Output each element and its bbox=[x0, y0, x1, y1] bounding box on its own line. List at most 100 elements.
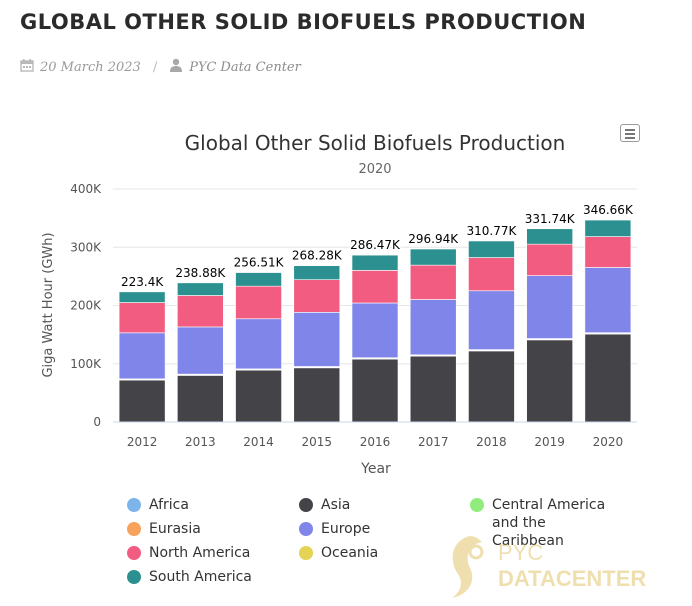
bar-segment-north-america[interactable] bbox=[409, 264, 457, 300]
y-axis-ticks: 0 100K 200K 300K 400K bbox=[70, 182, 102, 429]
x-tick-label: 2019 bbox=[534, 435, 565, 449]
total-label: 223.4K bbox=[121, 275, 164, 289]
chart-title: Global Other Solid Biofuels Production bbox=[185, 131, 566, 155]
bar-segment-north-america[interactable] bbox=[177, 295, 224, 328]
legend-item-europe[interactable]: Europe bbox=[299, 520, 370, 538]
x-tick-label: 2018 bbox=[476, 435, 507, 449]
bar-segment-asia[interactable] bbox=[118, 379, 166, 423]
logo-text-pyc: PYC bbox=[498, 540, 543, 565]
legend-item-south-america[interactable]: South America bbox=[127, 568, 252, 586]
post-date: 20 March 2023 bbox=[40, 59, 141, 75]
legend-label: Oceania bbox=[321, 545, 379, 561]
legend-item-central-america-and-the-caribbean[interactable]: Central America and the Caribbean bbox=[470, 496, 620, 550]
chart-menu-button[interactable] bbox=[620, 124, 640, 142]
bar-stack-2019[interactable] bbox=[526, 228, 573, 423]
legend-item-north-america[interactable]: North America bbox=[127, 544, 250, 562]
total-label: 331.74K bbox=[525, 212, 576, 226]
bar-stack-2018[interactable] bbox=[468, 240, 515, 423]
bar-stack-2014[interactable] bbox=[235, 272, 282, 423]
bar-stack-2012[interactable] bbox=[118, 291, 166, 423]
bar-segment-north-america[interactable] bbox=[584, 236, 632, 268]
bar-segment-north-america[interactable] bbox=[293, 279, 341, 313]
bar-segment-europe[interactable] bbox=[118, 332, 166, 380]
bar-segment-north-america[interactable] bbox=[351, 270, 399, 304]
total-label: 268.28K bbox=[292, 249, 343, 263]
bar-stack-2015[interactable] bbox=[293, 265, 341, 423]
bar-segment-europe[interactable] bbox=[526, 275, 573, 339]
bar-segment-europe[interactable] bbox=[468, 290, 515, 350]
bar-segment-north-america[interactable] bbox=[118, 302, 166, 334]
chart-subtitle: 2020 bbox=[358, 162, 391, 177]
bar-segment-europe[interactable] bbox=[293, 312, 341, 367]
bar-segment-europe[interactable] bbox=[177, 326, 224, 375]
bar-stack-2020[interactable] bbox=[584, 219, 632, 423]
total-label: 310.77K bbox=[467, 224, 518, 238]
logo-text-datacenter: DATACENTER bbox=[498, 566, 646, 591]
bar-segment-asia[interactable] bbox=[409, 355, 457, 423]
legend-marker bbox=[127, 498, 141, 512]
bar-segment-south-america[interactable] bbox=[351, 254, 399, 271]
chart-legend: Africa Eurasia North America South Ameri… bbox=[127, 496, 667, 596]
legend-item-eurasia[interactable]: Eurasia bbox=[127, 520, 201, 538]
legend-label: Europe bbox=[321, 521, 371, 537]
x-tick-label: 2013 bbox=[185, 435, 216, 449]
total-label: 256.51K bbox=[234, 256, 285, 270]
bar-stack-2017[interactable] bbox=[409, 248, 457, 423]
x-tick-label: 2015 bbox=[302, 435, 333, 449]
legend-marker bbox=[470, 498, 484, 512]
bar-segment-asia[interactable] bbox=[235, 369, 282, 423]
pyc-data-center-logo: PYC DATACENTER bbox=[452, 536, 646, 598]
y-tick-label: 0 bbox=[93, 415, 101, 429]
bar-segment-south-america[interactable] bbox=[118, 291, 166, 303]
bar-stack-2016[interactable] bbox=[351, 254, 399, 423]
bar-segment-asia[interactable] bbox=[351, 358, 399, 423]
page-title: GLOBAL OTHER SOLID BIOFUELS PRODUCTION bbox=[20, 10, 587, 34]
legend-label: Central America and the Caribbean bbox=[492, 497, 606, 549]
legend-marker bbox=[127, 570, 141, 584]
bar-segment-europe[interactable] bbox=[235, 318, 282, 370]
meta-separator: / bbox=[152, 59, 158, 75]
bar-segment-south-america[interactable] bbox=[293, 265, 341, 280]
x-tick-label: 2016 bbox=[360, 435, 391, 449]
bar-segment-asia[interactable] bbox=[177, 375, 224, 423]
bar-segment-north-america[interactable] bbox=[526, 243, 573, 276]
x-tick-label: 2012 bbox=[127, 435, 158, 449]
bar-segment-south-america[interactable] bbox=[468, 240, 515, 258]
x-tick-label: 2017 bbox=[418, 435, 449, 449]
bar-segment-asia[interactable] bbox=[584, 333, 632, 423]
user-icon bbox=[169, 58, 183, 76]
legend-item-asia[interactable]: Asia bbox=[299, 496, 350, 514]
bar-segment-asia[interactable] bbox=[293, 367, 341, 423]
legend-label: North America bbox=[149, 545, 251, 561]
bar-segment-europe[interactable] bbox=[584, 267, 632, 334]
x-tick-label: 2014 bbox=[243, 435, 274, 449]
legend-label: Eurasia bbox=[149, 521, 201, 537]
legend-marker bbox=[127, 522, 141, 536]
calendar-icon bbox=[20, 58, 34, 76]
legend-item-oceania[interactable]: Oceania bbox=[299, 544, 378, 562]
bar-segment-asia[interactable] bbox=[526, 339, 573, 423]
bar-stacks bbox=[118, 219, 632, 423]
legend-item-africa[interactable]: Africa bbox=[127, 496, 189, 514]
bar-segment-south-america[interactable] bbox=[526, 228, 573, 245]
bar-segment-europe[interactable] bbox=[409, 299, 457, 356]
bar-segment-asia[interactable] bbox=[468, 350, 515, 423]
x-tick-label: 2020 bbox=[593, 435, 624, 449]
legend-label: Asia bbox=[321, 497, 351, 513]
total-label: 296.94K bbox=[408, 232, 459, 246]
y-tick-label: 200K bbox=[70, 299, 102, 313]
legend-label: South America bbox=[149, 569, 252, 585]
bar-segment-south-america[interactable] bbox=[409, 248, 457, 266]
post-author[interactable]: PYC Data Center bbox=[189, 59, 301, 75]
bar-segment-south-america[interactable] bbox=[235, 272, 282, 287]
bar-segment-south-america[interactable] bbox=[584, 219, 632, 237]
bar-segment-north-america[interactable] bbox=[468, 257, 515, 292]
bar-segment-europe[interactable] bbox=[351, 302, 399, 359]
bar-segment-south-america[interactable] bbox=[177, 282, 224, 296]
stack-total-labels: 223.4K 238.88K 256.51K 268.28K 286.47K 296.94… bbox=[119, 202, 635, 291]
y-tick-label: 400K bbox=[70, 182, 102, 196]
bar-stack-2013[interactable] bbox=[177, 282, 224, 423]
total-label: 286.47K bbox=[350, 238, 401, 252]
bar-segment-north-america[interactable] bbox=[235, 285, 282, 320]
